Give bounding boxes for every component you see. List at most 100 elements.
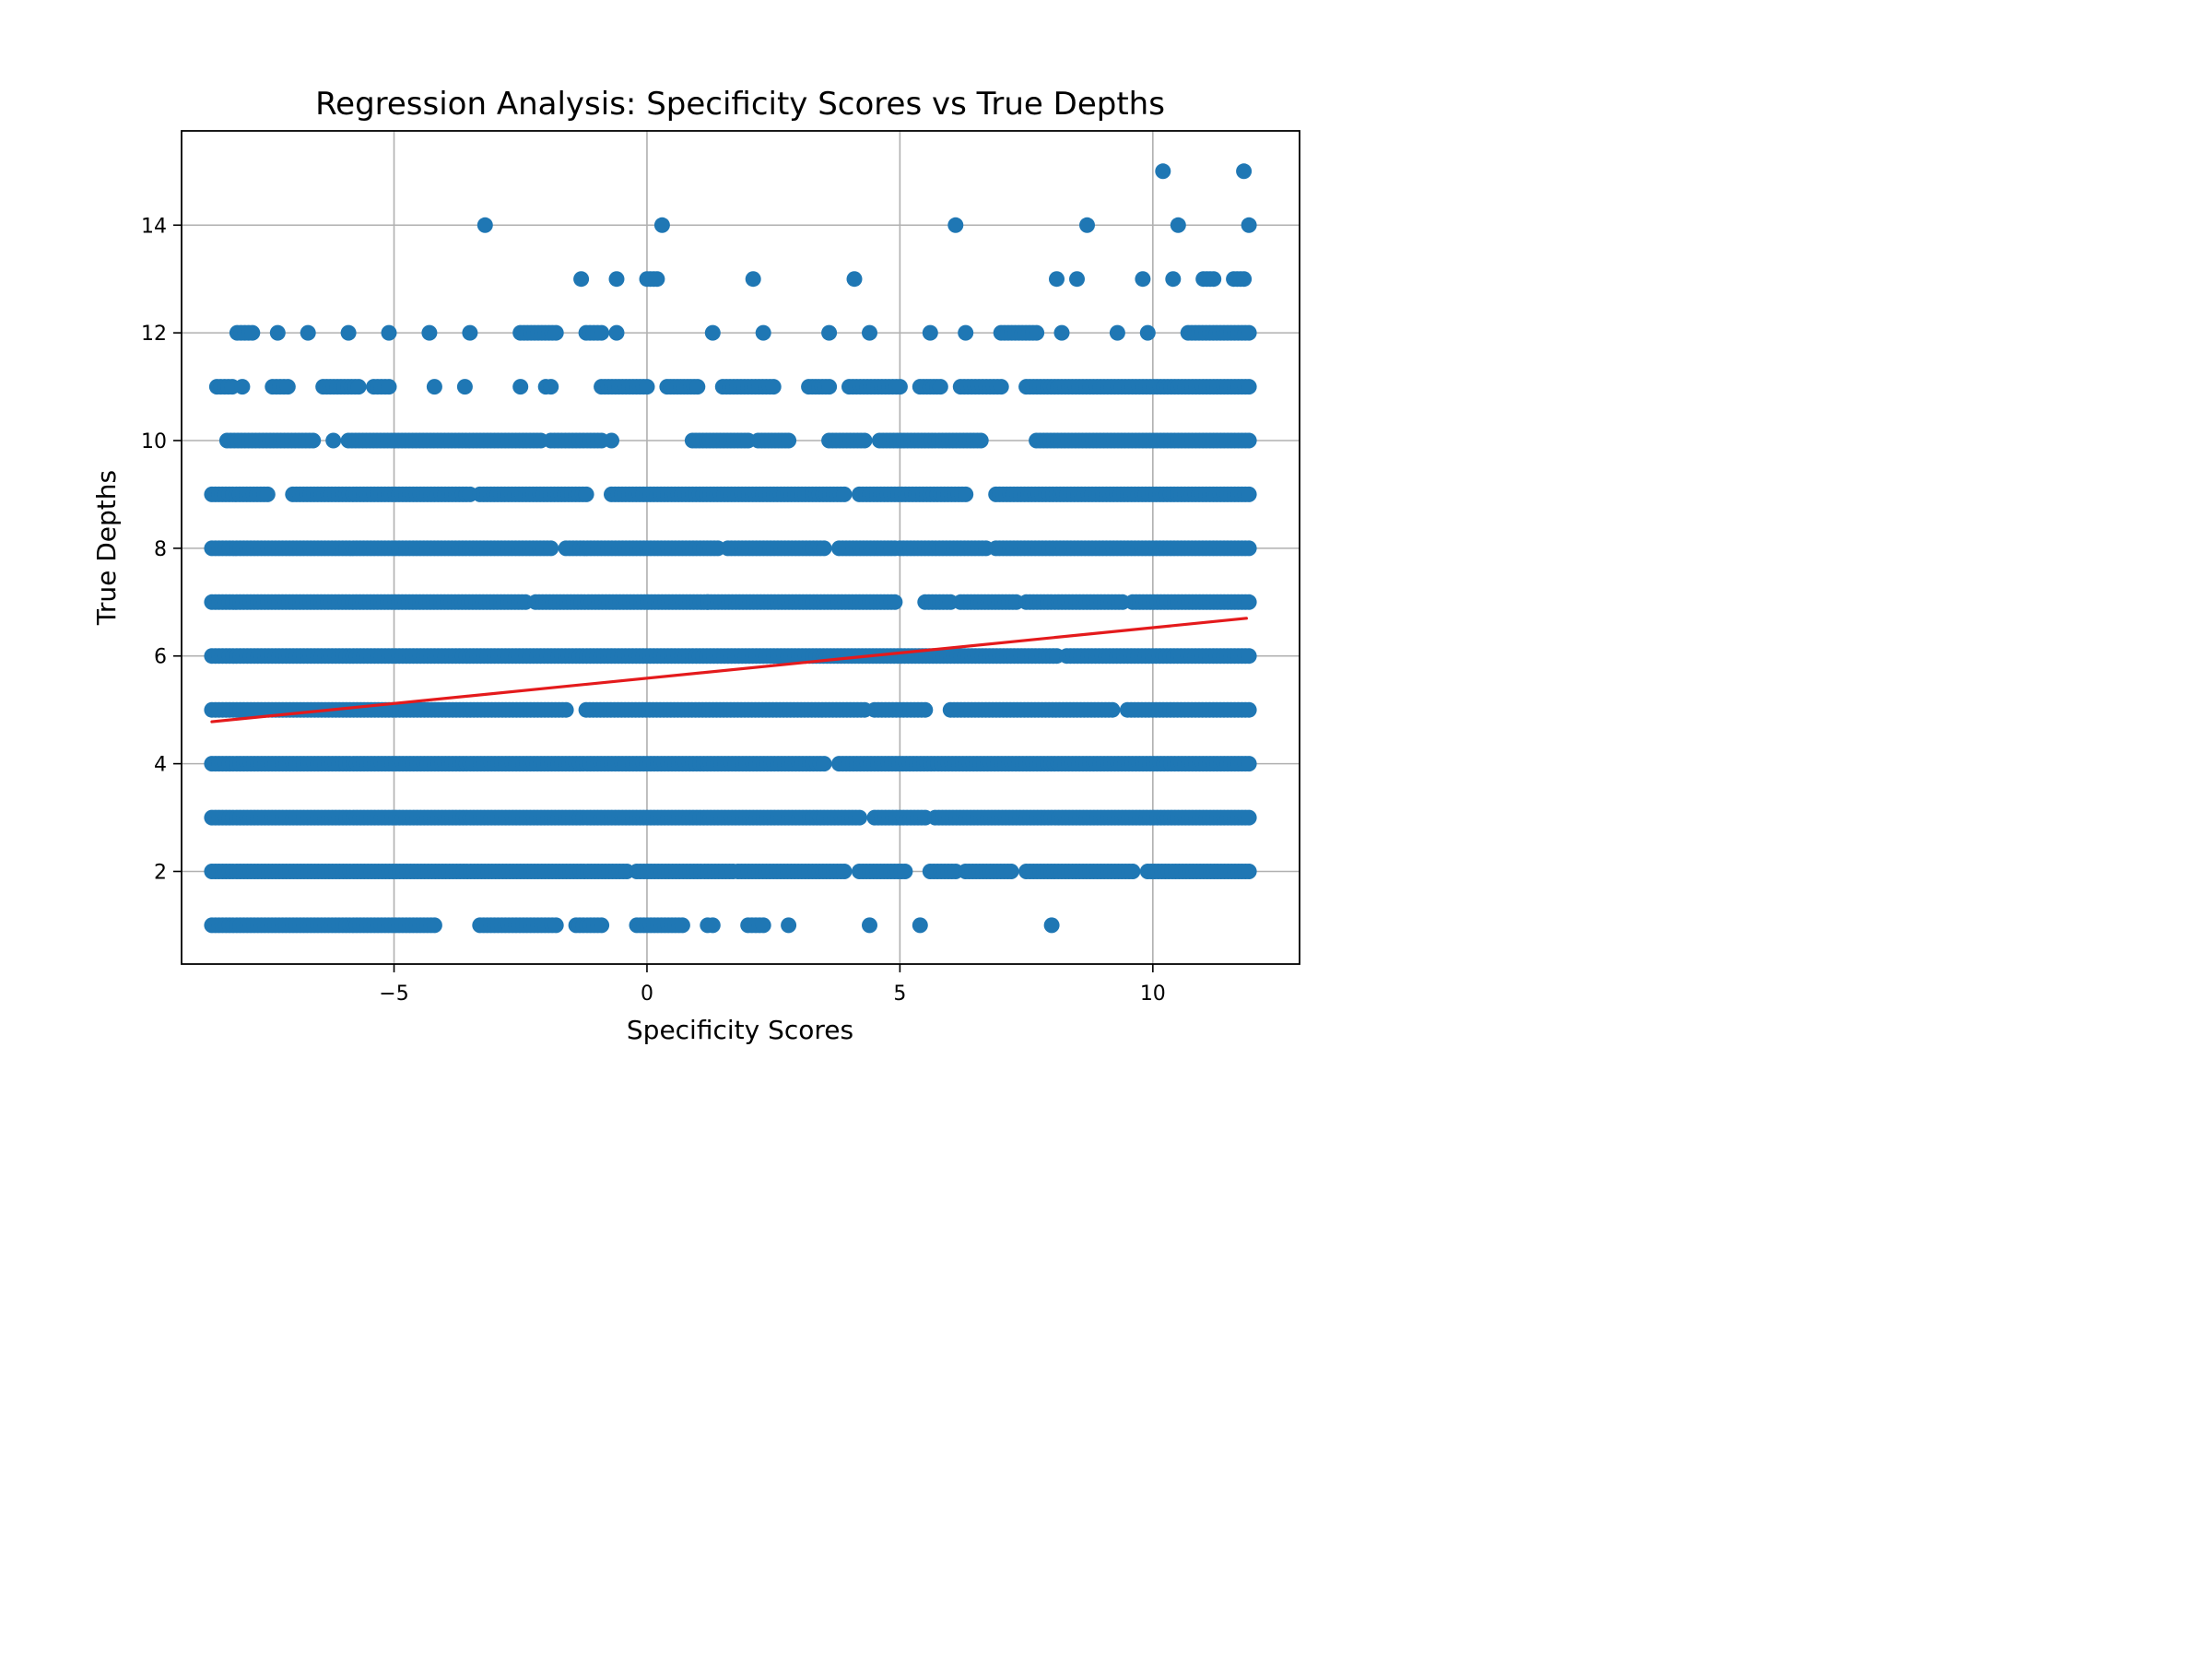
- data-point: [594, 324, 610, 341]
- data-point: [1109, 324, 1125, 341]
- data-point: [1053, 324, 1070, 341]
- data-point: [547, 917, 564, 934]
- data-point: [604, 432, 619, 449]
- data-point: [922, 324, 938, 341]
- data-point: [1155, 163, 1171, 180]
- data-point: [1241, 324, 1257, 341]
- data-point: [1104, 701, 1121, 718]
- regression-line-group: [210, 617, 1248, 724]
- y-tick-label-6: 14: [141, 215, 167, 238]
- data-point: [1241, 379, 1257, 395]
- data-point: [1241, 540, 1257, 557]
- data-point: [1043, 917, 1060, 934]
- data-point: [543, 540, 559, 557]
- data-point: [1069, 271, 1085, 288]
- data-point: [1241, 594, 1257, 610]
- data-points: [204, 163, 1257, 934]
- data-point: [1139, 324, 1156, 341]
- y-tick-label-5: 12: [141, 323, 167, 346]
- data-point: [462, 324, 478, 341]
- data-point: [1241, 432, 1257, 449]
- data-point: [836, 864, 853, 879]
- data-point: [477, 217, 493, 233]
- data-point: [958, 324, 974, 341]
- y-tick-label-4: 10: [141, 430, 167, 453]
- data-point: [897, 864, 913, 879]
- data-point: [1079, 217, 1095, 233]
- data-point: [1241, 809, 1257, 826]
- regression-line: [210, 617, 1248, 724]
- data-point: [836, 486, 853, 502]
- data-point: [958, 486, 974, 502]
- data-point: [1124, 864, 1141, 879]
- data-point: [381, 324, 397, 341]
- data-point: [993, 379, 1009, 395]
- data-point: [1241, 217, 1257, 233]
- data-point: [1236, 271, 1253, 288]
- data-point: [1029, 324, 1045, 341]
- data-point: [305, 432, 322, 449]
- y-tick-label-3: 8: [154, 538, 167, 561]
- data-point: [821, 379, 838, 395]
- data-point: [862, 324, 877, 341]
- data-point: [1003, 864, 1019, 879]
- data-point: [887, 594, 903, 610]
- data-point: [862, 917, 877, 934]
- data-point: [608, 271, 625, 288]
- data-point: [755, 917, 771, 934]
- data-point: [1241, 648, 1257, 665]
- data-point: [1165, 271, 1182, 288]
- data-point: [426, 379, 442, 395]
- data-point: [350, 379, 367, 395]
- data-point: [1049, 271, 1065, 288]
- data-point: [279, 379, 296, 395]
- x-tick-label-0: −5: [379, 982, 408, 1006]
- data-point: [846, 271, 863, 288]
- data-point: [300, 324, 316, 341]
- data-point: [852, 809, 867, 826]
- x-tick-label-1: 0: [641, 982, 653, 1006]
- data-point: [234, 379, 251, 395]
- data-point: [765, 379, 782, 395]
- data-point: [547, 324, 564, 341]
- data-point: [512, 379, 529, 395]
- data-point: [781, 432, 797, 449]
- regression-scatter-chart: Regression Analysis: Specificity Scores …: [91, 86, 1300, 1045]
- y-axis-ticks: 2 4 6 8 10 12 14: [141, 215, 182, 884]
- data-point: [1241, 756, 1257, 772]
- data-point: [1241, 701, 1257, 718]
- data-point: [821, 324, 838, 341]
- data-point: [745, 271, 761, 288]
- data-point: [381, 379, 397, 395]
- y-tick-label-0: 2: [154, 861, 167, 884]
- data-point: [558, 701, 574, 718]
- x-tick-label-3: 10: [1140, 982, 1166, 1006]
- plot-frame: [181, 130, 1300, 965]
- data-point: [755, 324, 771, 341]
- data-point: [244, 324, 261, 341]
- data-point: [972, 432, 989, 449]
- data-point: [689, 379, 706, 395]
- data-point: [1135, 271, 1151, 288]
- data-point: [653, 217, 670, 233]
- data-point: [269, 324, 286, 341]
- data-point: [649, 271, 665, 288]
- data-point: [856, 432, 873, 449]
- x-tick-label-2: 5: [893, 982, 906, 1006]
- data-point: [816, 540, 832, 557]
- data-point: [639, 379, 655, 395]
- data-point: [1206, 271, 1222, 288]
- data-point: [325, 432, 342, 449]
- data-point: [594, 917, 610, 934]
- y-tick-label-1: 4: [154, 754, 167, 777]
- data-point: [912, 917, 928, 934]
- data-point: [456, 379, 473, 395]
- y-tick-label-2: 6: [154, 646, 167, 669]
- chart-title: Regression Analysis: Specificity Scores …: [315, 86, 1165, 123]
- data-point: [1236, 163, 1253, 180]
- data-point: [781, 917, 797, 934]
- data-point: [704, 917, 721, 934]
- data-point: [917, 701, 934, 718]
- data-point: [891, 379, 908, 395]
- y-axis-label: True Depths: [91, 470, 122, 626]
